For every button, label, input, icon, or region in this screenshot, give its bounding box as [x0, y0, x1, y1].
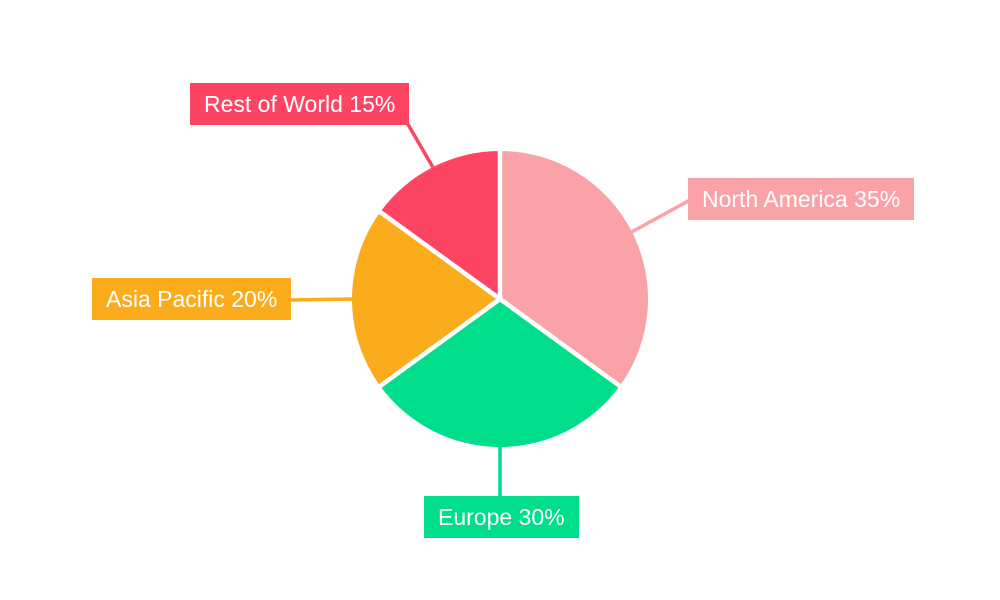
pie-label-north-america: North America 35%: [688, 178, 915, 220]
pie-slice-north-america: [500, 151, 648, 386]
pie-slice-asia-pacific: [352, 212, 500, 386]
pie-slice-europe: [380, 299, 620, 447]
leader-line-rest-of-world: [404, 120, 435, 169]
pie-label-asia-pacific: Asia Pacific 20%: [92, 278, 292, 320]
slice-separator: [378, 297, 502, 389]
pie-slice-rest-of-world: [380, 151, 500, 299]
slice-separator: [378, 209, 502, 301]
leader-line-asia-pacific: [289, 297, 353, 302]
leader-line-north-america: [631, 198, 691, 234]
pie-label-europe: Europe 30%: [424, 496, 579, 538]
pie-label-rest-of-world: Rest of World 15%: [190, 83, 410, 125]
slice-separator: [498, 297, 622, 389]
